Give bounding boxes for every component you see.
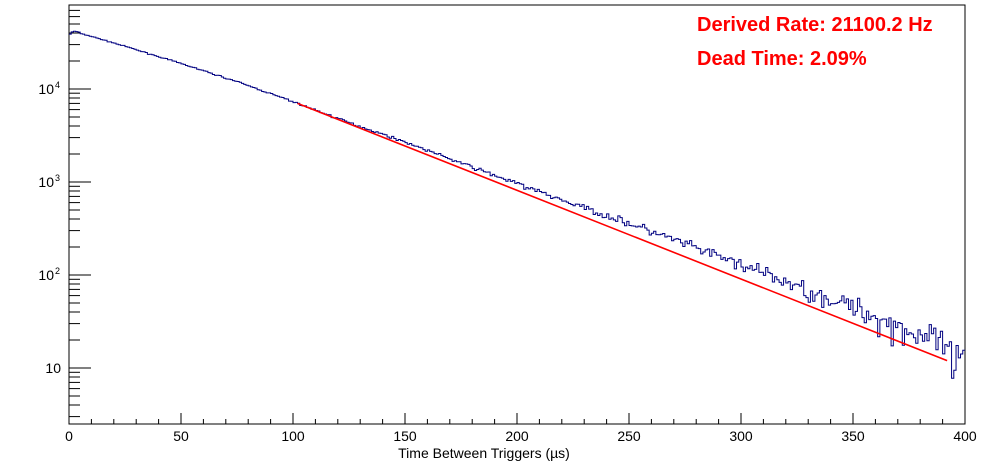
x-axis: 0 50 100 150 200 250 300 350 400 bbox=[65, 413, 977, 444]
svg-text:3: 3 bbox=[55, 173, 60, 183]
x-axis-title: Time Between Triggers (µs) bbox=[398, 445, 570, 461]
x-tick-label: 350 bbox=[841, 428, 865, 444]
y-tick-label: 10 3 bbox=[38, 173, 60, 190]
y-tick-label: 10 4 bbox=[38, 80, 60, 97]
svg-text:10: 10 bbox=[45, 360, 61, 376]
x-tick-label: 200 bbox=[505, 428, 529, 444]
x-tick-label: 150 bbox=[393, 428, 417, 444]
dead-time-annotation: Dead Time: 2.09% bbox=[697, 48, 867, 70]
histogram-series bbox=[69, 30, 965, 379]
svg-text:4: 4 bbox=[55, 80, 60, 90]
svg-text:10: 10 bbox=[38, 174, 54, 190]
x-tick-label: 250 bbox=[617, 428, 641, 444]
x-tick-label: 300 bbox=[729, 428, 753, 444]
x-tick-label: 400 bbox=[953, 428, 977, 444]
derived-rate-annotation: Derived Rate: 21100.2 Hz bbox=[697, 14, 933, 36]
y-tick-label: 10 bbox=[45, 360, 61, 376]
fit-line bbox=[297, 102, 948, 362]
y-tick-label: 10 2 bbox=[38, 266, 60, 283]
x-tick-label: 0 bbox=[65, 428, 73, 444]
svg-text:2: 2 bbox=[55, 266, 60, 276]
svg-text:10: 10 bbox=[38, 81, 54, 97]
series-layer bbox=[69, 30, 965, 379]
x-tick-label: 100 bbox=[281, 428, 305, 444]
x-tick-label: 50 bbox=[173, 428, 189, 444]
svg-text:10: 10 bbox=[38, 267, 54, 283]
